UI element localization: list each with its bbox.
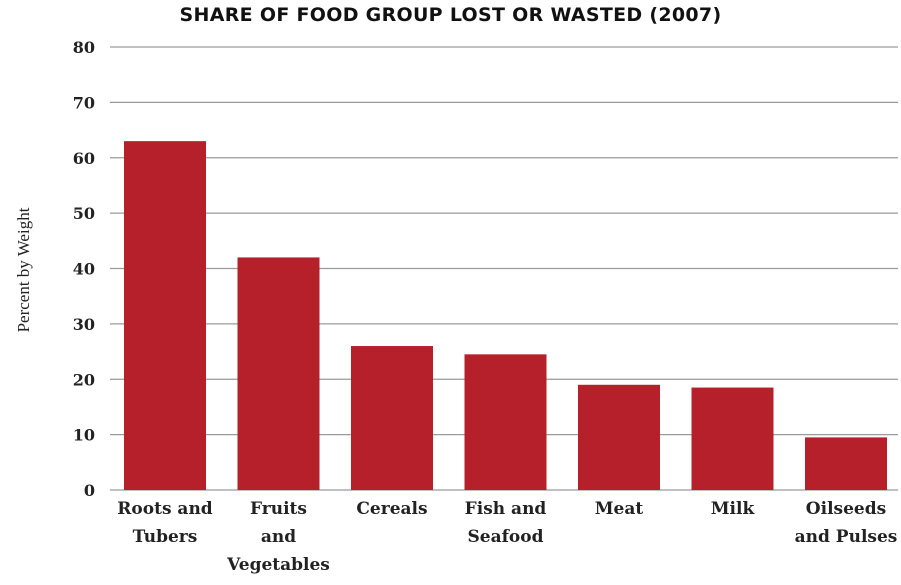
- y-axis-ticks: 0 10 20 30 40 50 60 70 80: [73, 38, 95, 500]
- y-tick-label: 50: [73, 204, 95, 223]
- y-tick-label: 40: [73, 260, 95, 279]
- x-category-label: Fruits: [250, 499, 307, 519]
- y-tick-label: 70: [73, 93, 95, 112]
- x-category-label: Roots and: [117, 499, 213, 519]
- bar: [805, 437, 887, 490]
- bar: [124, 141, 206, 490]
- y-tick-label: 80: [73, 38, 95, 57]
- bar: [351, 346, 433, 490]
- x-category-label: and: [261, 527, 296, 547]
- x-category-label: Tubers: [133, 527, 198, 547]
- y-tick-label: 30: [73, 315, 95, 334]
- x-category-label: Oilseeds: [806, 499, 886, 519]
- y-tick-label: 20: [73, 370, 95, 389]
- bar: [464, 354, 547, 490]
- y-tick-label: 60: [73, 149, 95, 168]
- bar: [578, 384, 660, 490]
- bars: [124, 141, 887, 490]
- x-category-label: Vegetables: [226, 555, 330, 575]
- y-tick-label: 10: [73, 426, 95, 445]
- x-category-label: and Pulses: [795, 527, 898, 547]
- x-category-label: Milk: [711, 499, 756, 519]
- x-category-label: Fish and: [465, 499, 547, 519]
- y-tick-label: 0: [84, 481, 95, 500]
- chart-title: SHARE OF FOOD GROUP LOST OR WASTED (2007…: [179, 4, 722, 26]
- x-category-label: Seafood: [468, 527, 544, 547]
- bar: [237, 257, 320, 490]
- x-category-label: Cereals: [356, 499, 427, 519]
- bar: [691, 387, 774, 490]
- x-category-label: Meat: [595, 499, 644, 519]
- y-axis-label: Percent by Weight: [14, 207, 33, 332]
- x-axis-category-labels: Roots and Tubers Fruits and Vegetables Cereal…: [117, 499, 897, 575]
